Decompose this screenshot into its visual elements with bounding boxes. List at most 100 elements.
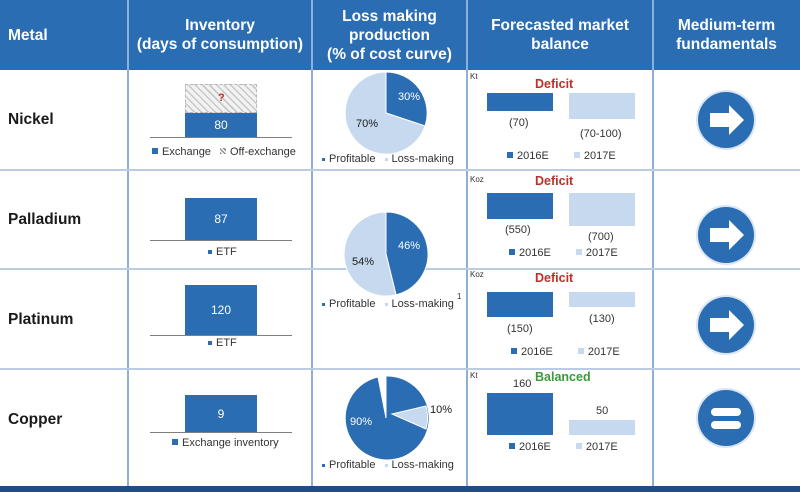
pie-slice-loss (385, 212, 429, 296)
pie-slice-loss (390, 405, 429, 430)
row-divider (0, 368, 800, 370)
inventory-legend: Exchange Off-exchange (152, 146, 296, 158)
balance-legend: 2016E 2017E (511, 346, 620, 358)
legend-label: 2016E (519, 441, 551, 453)
table-header: Metal Inventory (days of consumption) Lo… (0, 0, 800, 70)
metal-nickel: Nickel (8, 111, 54, 128)
balance-unit: Koz (470, 175, 484, 184)
legend-swatch (509, 249, 515, 255)
pie-nickel (344, 72, 428, 154)
legend-swatch (208, 341, 212, 345)
legend-swatch (509, 443, 515, 449)
arrow-right-icon (710, 105, 744, 135)
legend-swatch (172, 439, 178, 445)
legend-swatch (220, 148, 226, 154)
pie-slice-profit (344, 72, 426, 154)
legend-swatch (322, 158, 325, 161)
equals-icon (711, 408, 741, 429)
legend-label: Profitable (329, 153, 376, 165)
column-divider (652, 0, 654, 486)
balance-value-2017: 50 (596, 405, 609, 417)
balance-status: Balanced (535, 370, 591, 384)
legend-swatch (573, 152, 580, 158)
balance-legend: 2016E 2017E (509, 247, 618, 259)
arrow-right-icon (710, 220, 744, 250)
balance-value-2017: (130) (589, 313, 615, 325)
legend-swatch (384, 158, 388, 161)
legend-label: 2017E (585, 441, 618, 453)
balance-value-2016: 160 (513, 378, 532, 390)
inventory-baseline (150, 137, 292, 138)
legend-label: 2017E (587, 346, 620, 358)
balance-value-2017: (70-100) (580, 128, 622, 140)
fundamentals-platinum (698, 297, 754, 353)
legend-label: 2016E (517, 150, 549, 162)
balance-bar-2017 (569, 93, 635, 119)
fundamentals-copper (698, 390, 754, 446)
balance-bar-2016 (487, 93, 553, 111)
legend-label: 2016E (519, 247, 551, 259)
legend-label: Exchange (162, 146, 211, 158)
balance-value-2016: (70) (509, 117, 529, 129)
pie-legend: Profitable Loss-making (322, 298, 454, 310)
legend-swatch (577, 348, 584, 354)
legend-swatch (507, 152, 513, 158)
pie-slice-loss (385, 72, 428, 127)
inventory-bar-copper: 9 (185, 395, 257, 432)
legend-label: 2017E (585, 247, 618, 259)
pie-legend: Profitable Loss-making (322, 153, 454, 165)
row-divider (0, 169, 800, 171)
unknown-marker: ? (218, 92, 225, 104)
legend-label: Profitable (329, 459, 376, 471)
legend-swatch (152, 148, 158, 154)
bottom-border (0, 486, 800, 492)
legend-swatch (208, 250, 212, 254)
legend-label: Profitable (329, 298, 376, 310)
legend-swatch (511, 348, 517, 354)
balance-bar-2016 (487, 193, 553, 219)
fundamentals-nickel (698, 92, 754, 148)
balance-value-2016: (150) (507, 323, 533, 335)
legend-label: Loss-making (391, 153, 454, 165)
legend-label: 2017E (583, 150, 616, 162)
footnote-marker: 1 (457, 292, 462, 301)
inventory-baseline (150, 240, 292, 241)
column-divider (311, 0, 313, 486)
legend-swatch (322, 303, 325, 306)
legend-swatch (575, 249, 582, 255)
pie-profit-label: 90% (350, 416, 373, 428)
balance-bar-2017 (569, 420, 635, 435)
balance-unit: Kt (470, 371, 478, 380)
header-market-balance: Forecasted market balance (491, 17, 629, 53)
legend-swatch (384, 464, 388, 467)
header-loss-making: Loss making production (% of cost curve) (327, 7, 452, 63)
balance-value-2017: (700) (588, 231, 614, 243)
balance-value-2016: (550) (505, 224, 531, 236)
legend-label: ETF (216, 246, 237, 258)
fundamentals-palladium (698, 207, 754, 263)
balance-bar-2016 (487, 393, 553, 435)
balance-status: Deficit (535, 271, 574, 285)
header-fundamentals: Medium-term fundamentals (676, 17, 777, 53)
legend-label: Off-exchange (230, 146, 296, 158)
pie-loss-label: 10% (430, 404, 453, 416)
inventory-baseline (150, 432, 292, 433)
balance-bar-2017 (569, 193, 635, 226)
pie-legend: Profitable Loss-making (322, 459, 454, 471)
legend-label: 2016E (521, 346, 553, 358)
pie-loss-label: 46% (398, 240, 421, 252)
balance-legend: 2016E 2017E (507, 150, 616, 162)
legend-swatch (384, 303, 388, 306)
pie-slice-profit (344, 376, 430, 460)
header-metal: Metal (8, 26, 48, 44)
pie-palladium-platinum (344, 212, 429, 296)
inventory-legend: ETF (208, 337, 237, 349)
legend-label: Loss-making (391, 298, 454, 310)
balance-unit: Kt (470, 72, 478, 81)
legend-label: Exchange inventory (182, 437, 279, 449)
balance-status: Deficit (535, 174, 574, 188)
balance-unit: Koz (470, 270, 484, 279)
metal-platinum: Platinum (8, 311, 74, 328)
inventory-legend: ETF (208, 246, 237, 258)
